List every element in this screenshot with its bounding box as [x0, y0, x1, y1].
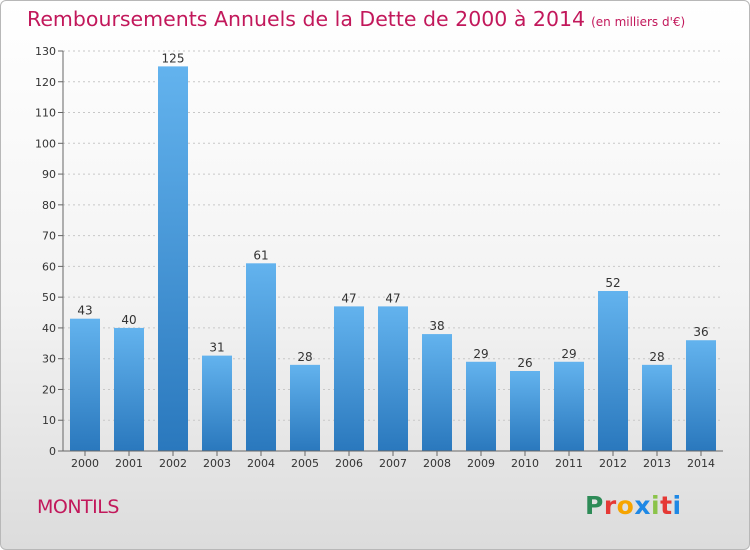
- y-tick-label: 90: [42, 168, 56, 181]
- unit-label: (en milliers d'€): [591, 15, 686, 29]
- y-tick-label: 80: [42, 199, 56, 212]
- x-tick-label: 2013: [643, 457, 671, 470]
- bar: [158, 66, 188, 451]
- bar: [202, 355, 232, 451]
- bar: [466, 361, 496, 451]
- x-tick-label: 2009: [467, 457, 495, 470]
- bar: [686, 340, 716, 451]
- y-tick-label: 20: [42, 383, 56, 396]
- data-label: 47: [385, 291, 400, 305]
- x-tick-label: 2001: [115, 457, 143, 470]
- bar: [554, 361, 584, 451]
- proxiti-logo[interactable]: Proxiti: [585, 491, 682, 520]
- bar: [510, 371, 540, 451]
- x-tick-label: 2007: [379, 457, 407, 470]
- bar: [378, 306, 408, 451]
- bar: [642, 364, 672, 451]
- x-tick-label: 2008: [423, 457, 451, 470]
- data-label: 26: [517, 356, 532, 370]
- logo-letter: P: [585, 491, 604, 520]
- data-label: 38: [429, 319, 444, 333]
- logo-letter: x: [634, 491, 651, 520]
- y-tick-label: 70: [42, 230, 56, 243]
- x-axis: 2000 2001 2002 2003 2004 2005 2006 2007 2008 2009…: [63, 450, 723, 470]
- logo-letter: i: [672, 491, 682, 520]
- y-axis: 0 10 20 30 40 50 60 70 80 90 100 110 120 130: [35, 45, 64, 458]
- x-tick-label: 2011: [555, 457, 583, 470]
- x-tick-label: 2006: [335, 457, 363, 470]
- x-tick-label: 2002: [159, 457, 187, 470]
- x-tick-label: 2004: [247, 457, 275, 470]
- bar: [334, 306, 364, 451]
- x-tick-label: 2003: [203, 457, 231, 470]
- logo-letter: r: [603, 491, 617, 520]
- bar: [114, 327, 144, 451]
- chart-title: Remboursements Annuels de la Dette de 20…: [27, 7, 685, 31]
- y-tick-label: 0: [49, 445, 56, 458]
- commune-name: MONTILS: [37, 496, 119, 518]
- data-label: 36: [693, 325, 708, 339]
- data-label: 29: [473, 347, 488, 361]
- bars: 43 40 125 31 61 28 47 47 38 29 26 29 52 28 36: [70, 51, 716, 451]
- y-tick-label: 100: [35, 137, 56, 150]
- title-text: Remboursements Annuels de la Dette de 20…: [27, 7, 586, 31]
- y-tick-label: 120: [35, 76, 56, 89]
- y-tick-label: 60: [42, 260, 56, 273]
- logo-letter: i: [651, 491, 661, 520]
- bar: [422, 334, 452, 451]
- logo-letter: t: [660, 491, 673, 520]
- data-label: 28: [297, 350, 312, 364]
- data-label: 40: [121, 313, 136, 327]
- data-label: 125: [162, 51, 185, 65]
- y-tick-label: 50: [42, 291, 56, 304]
- data-label: 28: [649, 350, 664, 364]
- y-tick-label: 30: [42, 353, 56, 366]
- y-tick-label: 40: [42, 322, 56, 335]
- x-tick-label: 2012: [599, 457, 627, 470]
- data-label: 52: [605, 276, 620, 290]
- logo-letter: o: [616, 491, 635, 520]
- x-tick-label: 2000: [71, 457, 99, 470]
- x-tick-label: 2014: [687, 457, 715, 470]
- data-label: 47: [341, 291, 356, 305]
- bar: [70, 318, 100, 451]
- data-label: 43: [77, 304, 92, 318]
- bar: [246, 263, 276, 451]
- x-tick-label: 2010: [511, 457, 539, 470]
- y-tick-label: 130: [35, 45, 56, 58]
- data-label: 61: [253, 248, 268, 262]
- data-label: 29: [561, 347, 576, 361]
- y-tick-label: 10: [42, 414, 56, 427]
- bar: [598, 291, 628, 451]
- x-tick-label: 2005: [291, 457, 319, 470]
- y-tick-label: 110: [35, 107, 56, 120]
- bar: [290, 364, 320, 451]
- data-label: 31: [209, 341, 224, 355]
